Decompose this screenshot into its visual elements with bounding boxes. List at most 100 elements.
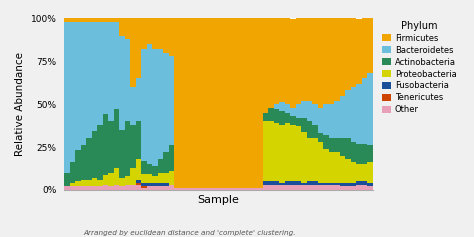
Bar [158, 173, 163, 183]
Bar [163, 183, 169, 187]
Text: Arranged by euclidean distance and 'complete' clustering.: Arranged by euclidean distance and 'comp… [83, 230, 296, 236]
Bar [273, 185, 279, 190]
Bar [169, 145, 174, 171]
Bar [108, 173, 114, 187]
X-axis label: Sample: Sample [198, 196, 239, 205]
Bar [213, 188, 219, 190]
Bar [296, 127, 301, 181]
Bar [268, 185, 273, 190]
Bar [130, 87, 136, 125]
Bar [91, 131, 97, 178]
Bar [301, 118, 307, 132]
Bar [307, 121, 312, 138]
Bar [312, 104, 318, 125]
Bar [301, 183, 307, 185]
Bar [296, 118, 301, 127]
Bar [263, 185, 268, 190]
Bar [70, 183, 75, 187]
Bar [158, 18, 163, 49]
Bar [273, 104, 279, 109]
Bar [268, 18, 273, 108]
Bar [81, 145, 86, 180]
Bar [323, 104, 328, 135]
Bar [284, 113, 290, 123]
Bar [273, 18, 279, 104]
Bar [362, 18, 367, 78]
Bar [97, 125, 103, 180]
Bar [141, 49, 147, 161]
Bar [273, 181, 279, 185]
Bar [152, 183, 158, 187]
Bar [351, 142, 356, 162]
Bar [273, 109, 279, 123]
Bar [97, 187, 103, 190]
Bar [334, 138, 340, 152]
Bar [356, 84, 362, 144]
Bar [75, 181, 81, 187]
Bar [136, 18, 141, 78]
Bar [152, 187, 158, 190]
Bar [103, 185, 108, 190]
Bar [152, 18, 158, 49]
Bar [136, 159, 141, 180]
Bar [290, 181, 296, 185]
Bar [367, 187, 373, 190]
Bar [345, 187, 351, 190]
Bar [301, 101, 307, 118]
Bar [290, 125, 296, 181]
Bar [163, 53, 169, 152]
Bar [70, 18, 75, 22]
Bar [340, 18, 345, 96]
Bar [114, 109, 119, 168]
Bar [119, 36, 125, 130]
Bar [125, 176, 130, 185]
Bar [328, 152, 334, 183]
Bar [125, 185, 130, 190]
Bar [296, 185, 301, 190]
Bar [169, 56, 174, 145]
Bar [103, 175, 108, 185]
Bar [284, 185, 290, 190]
Bar [323, 149, 328, 183]
Bar [86, 22, 91, 138]
Bar [351, 187, 356, 190]
Bar [219, 188, 224, 190]
Bar [284, 104, 290, 113]
Bar [91, 178, 97, 187]
Bar [97, 18, 103, 22]
Bar [141, 18, 147, 49]
Bar [64, 22, 70, 173]
Bar [174, 188, 180, 190]
Bar [81, 18, 86, 22]
Bar [86, 18, 91, 22]
Bar [334, 183, 340, 185]
Bar [345, 138, 351, 159]
Bar [351, 87, 356, 142]
Bar [81, 187, 86, 190]
Bar [328, 138, 334, 152]
Bar [318, 108, 323, 133]
Bar [147, 18, 152, 44]
Bar [279, 185, 284, 190]
Bar [351, 162, 356, 183]
Bar [246, 18, 252, 188]
Bar [290, 185, 296, 190]
Bar [196, 18, 202, 188]
Bar [125, 18, 130, 39]
Bar [86, 138, 91, 180]
Bar [328, 183, 334, 185]
Bar [334, 185, 340, 190]
Bar [252, 188, 257, 190]
Bar [114, 18, 119, 22]
Bar [367, 145, 373, 162]
Bar [268, 181, 273, 185]
Bar [224, 18, 229, 188]
Bar [252, 18, 257, 188]
Bar [307, 181, 312, 185]
Bar [367, 162, 373, 183]
Bar [301, 132, 307, 183]
Bar [312, 18, 318, 104]
Bar [158, 187, 163, 190]
Bar [362, 78, 367, 144]
Bar [334, 18, 340, 101]
